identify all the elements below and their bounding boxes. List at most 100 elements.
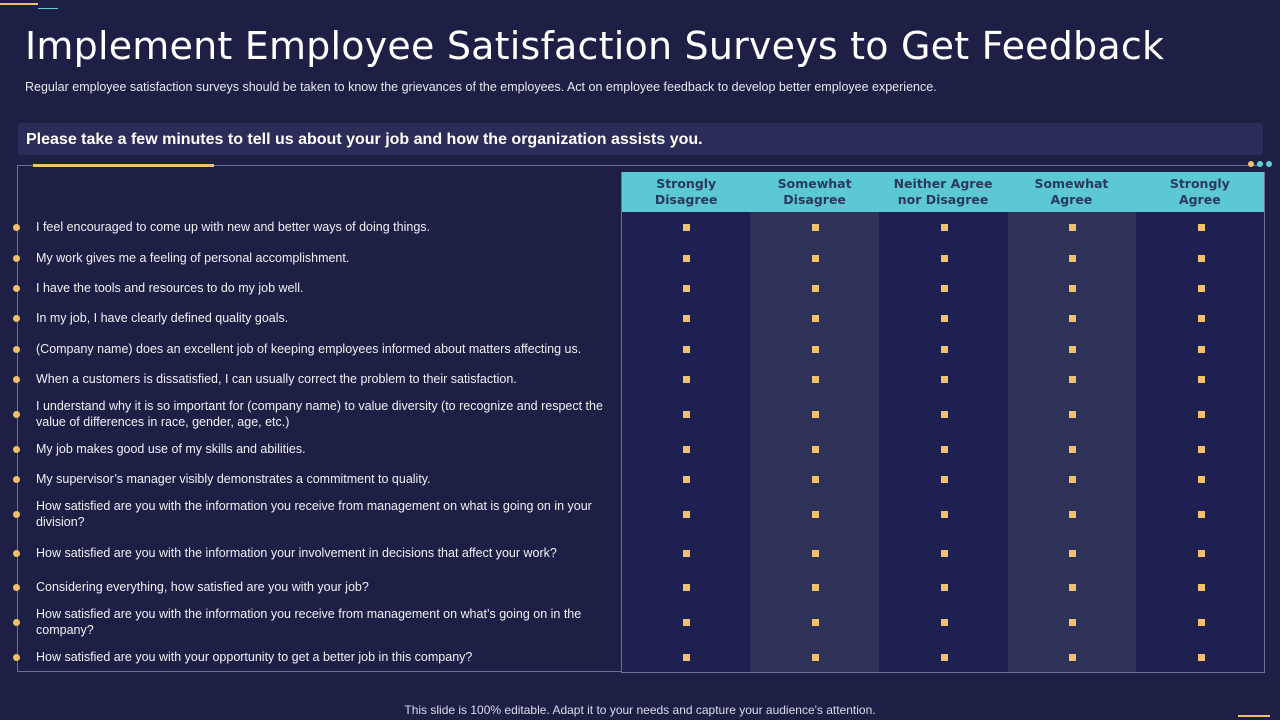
- bullet-icon: [13, 411, 20, 418]
- rating-option-somewhat-disagree[interactable]: [812, 619, 819, 626]
- rating-option-neither[interactable]: [941, 550, 948, 557]
- rating-option-neither[interactable]: [941, 376, 948, 383]
- bullet-icon: [13, 346, 20, 353]
- rating-option-somewhat-disagree[interactable]: [812, 315, 819, 322]
- question-text: How satisfied are you with your opportun…: [36, 650, 473, 664]
- rating-option-strongly-disagree[interactable]: [683, 654, 690, 661]
- rating-option-somewhat-disagree[interactable]: [812, 346, 819, 353]
- rating-option-somewhat-agree[interactable]: [1069, 584, 1076, 591]
- rating-option-strongly-agree[interactable]: [1198, 224, 1205, 231]
- rating-option-strongly-agree[interactable]: [1198, 511, 1205, 518]
- rating-option-somewhat-disagree[interactable]: [812, 446, 819, 453]
- rating-option-neither[interactable]: [941, 315, 948, 322]
- rating-option-somewhat-disagree[interactable]: [812, 224, 819, 231]
- column-bg-strongly-disagree: [622, 212, 750, 672]
- rating-option-strongly-agree[interactable]: [1198, 619, 1205, 626]
- rating-option-somewhat-agree[interactable]: [1069, 376, 1076, 383]
- dot-icon: [1266, 161, 1272, 167]
- question-text: In my job, I have clearly defined qualit…: [36, 311, 289, 325]
- rating-option-somewhat-disagree[interactable]: [812, 411, 819, 418]
- question-text: I have the tools and resources to do my …: [36, 281, 304, 295]
- bullet-icon: [13, 584, 20, 591]
- rating-option-strongly-disagree[interactable]: [683, 619, 690, 626]
- rating-option-strongly-disagree[interactable]: [683, 224, 690, 231]
- column-header-row: Strongly Disagree Somewhat Disagree Neithe…: [622, 172, 1264, 212]
- bottom-accent-line: [1238, 715, 1270, 717]
- prompt-bar: Please take a few minutes to tell us abo…: [18, 123, 1263, 155]
- rating-option-strongly-disagree[interactable]: [683, 411, 690, 418]
- column-bg-neither: [879, 212, 1008, 672]
- rating-option-neither[interactable]: [941, 346, 948, 353]
- rating-option-neither[interactable]: [941, 584, 948, 591]
- rating-option-neither[interactable]: [941, 255, 948, 262]
- column-bg-strongly-agree: [1136, 212, 1264, 672]
- column-header-line2: nor Disagree: [897, 192, 989, 207]
- rating-option-neither[interactable]: [941, 476, 948, 483]
- rating-option-neither[interactable]: [941, 224, 948, 231]
- rating-option-strongly-agree[interactable]: [1198, 411, 1205, 418]
- question-text: How satisfied are you with the informati…: [36, 499, 592, 529]
- rating-option-somewhat-agree[interactable]: [1069, 255, 1076, 262]
- rating-option-strongly-agree[interactable]: [1198, 285, 1205, 292]
- bullet-icon: [13, 654, 20, 661]
- rating-option-strongly-agree[interactable]: [1198, 376, 1205, 383]
- rating-option-somewhat-disagree[interactable]: [812, 476, 819, 483]
- rating-option-strongly-agree[interactable]: [1198, 346, 1205, 353]
- bullet-icon: [13, 376, 20, 383]
- rating-option-strongly-agree[interactable]: [1198, 584, 1205, 591]
- rating-option-somewhat-agree[interactable]: [1069, 315, 1076, 322]
- bullet-icon: [13, 255, 20, 262]
- rating-option-strongly-agree[interactable]: [1198, 315, 1205, 322]
- rating-option-strongly-disagree[interactable]: [683, 550, 690, 557]
- rating-option-somewhat-agree[interactable]: [1069, 224, 1076, 231]
- rating-option-neither[interactable]: [941, 446, 948, 453]
- rating-option-strongly-agree[interactable]: [1198, 550, 1205, 557]
- rating-option-somewhat-agree[interactable]: [1069, 619, 1076, 626]
- rating-option-strongly-agree[interactable]: [1198, 255, 1205, 262]
- rating-option-neither[interactable]: [941, 619, 948, 626]
- rating-option-neither[interactable]: [941, 285, 948, 292]
- rating-option-strongly-disagree[interactable]: [683, 315, 690, 322]
- rating-option-somewhat-disagree[interactable]: [812, 255, 819, 262]
- rating-option-somewhat-agree[interactable]: [1069, 550, 1076, 557]
- page-subtitle: Regular employee satisfaction surveys sh…: [25, 80, 937, 94]
- rating-option-neither[interactable]: [941, 654, 948, 661]
- question-text: My work gives me a feeling of personal a…: [36, 251, 350, 265]
- rating-option-strongly-disagree[interactable]: [683, 255, 690, 262]
- bullet-icon: [13, 550, 20, 557]
- rating-option-strongly-disagree[interactable]: [683, 476, 690, 483]
- rating-option-strongly-disagree[interactable]: [683, 446, 690, 453]
- rating-option-strongly-disagree[interactable]: [683, 584, 690, 591]
- bullet-icon: [13, 315, 20, 322]
- rating-option-strongly-disagree[interactable]: [683, 346, 690, 353]
- decorative-dots: [1248, 161, 1272, 167]
- column-header-line2: Agree: [1050, 192, 1093, 207]
- rating-option-somewhat-agree[interactable]: [1069, 285, 1076, 292]
- rating-option-somewhat-agree[interactable]: [1069, 476, 1076, 483]
- rating-option-strongly-agree[interactable]: [1198, 476, 1205, 483]
- bullet-icon: [13, 511, 20, 518]
- rating-option-strongly-disagree[interactable]: [683, 376, 690, 383]
- rating-option-somewhat-agree[interactable]: [1069, 346, 1076, 353]
- rating-option-somewhat-agree[interactable]: [1069, 446, 1076, 453]
- rating-option-somewhat-disagree[interactable]: [812, 654, 819, 661]
- rating-option-neither[interactable]: [941, 411, 948, 418]
- question-text: I feel encouraged to come up with new an…: [36, 220, 430, 234]
- rating-option-somewhat-agree[interactable]: [1069, 511, 1076, 518]
- rating-option-somewhat-disagree[interactable]: [812, 511, 819, 518]
- rating-option-strongly-agree[interactable]: [1198, 654, 1205, 661]
- rating-option-somewhat-disagree[interactable]: [812, 376, 819, 383]
- rating-option-somewhat-agree[interactable]: [1069, 654, 1076, 661]
- rating-option-neither[interactable]: [941, 511, 948, 518]
- column-header-neither: Neither Agree nor Disagree: [879, 172, 1007, 212]
- column-bg-somewhat-agree: [1008, 212, 1136, 672]
- column-header-line2: Disagree: [783, 192, 846, 207]
- rating-option-somewhat-disagree[interactable]: [812, 584, 819, 591]
- rating-option-somewhat-agree[interactable]: [1069, 411, 1076, 418]
- column-header-line2: Disagree: [654, 192, 718, 207]
- rating-option-strongly-disagree[interactable]: [683, 511, 690, 518]
- rating-option-somewhat-disagree[interactable]: [812, 550, 819, 557]
- rating-option-somewhat-disagree[interactable]: [812, 285, 819, 292]
- rating-option-strongly-agree[interactable]: [1198, 446, 1205, 453]
- rating-option-strongly-disagree[interactable]: [683, 285, 690, 292]
